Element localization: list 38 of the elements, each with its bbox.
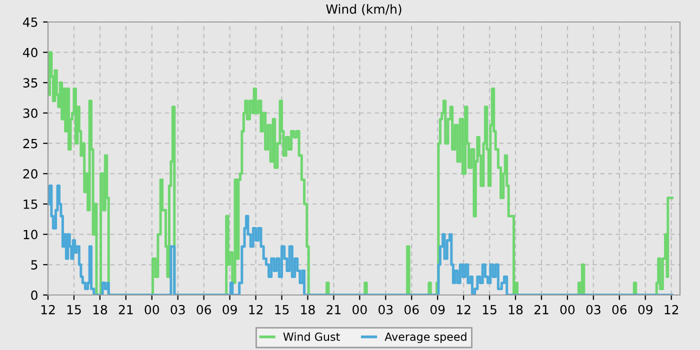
- y-tick-label: 35: [23, 78, 38, 88]
- y-tick-label: 25: [23, 138, 38, 148]
- x-tick-label: 12: [249, 304, 262, 314]
- y-tick-label: 45: [22, 18, 38, 27]
- x-tick-label: 09: [638, 304, 652, 314]
- x-tick-label: 15: [275, 305, 289, 314]
- x-tick-label: 21: [326, 304, 340, 314]
- x-tick-label: 15: [482, 305, 496, 314]
- x-tick-label: 21: [118, 304, 133, 314]
- y-tick-label: 15: [24, 200, 38, 209]
- x-tick-label: 18: [93, 304, 108, 314]
- x-tick-label: 00: [560, 304, 575, 314]
- x-tick-label: 00: [352, 304, 367, 314]
- x-tick-label: 06: [404, 304, 419, 314]
- y-tick-label: 40: [22, 48, 38, 58]
- x-tick-label: 18: [508, 304, 523, 314]
- x-tick-label: 21: [534, 304, 548, 314]
- legend-label: Wind Gust: [283, 332, 340, 341]
- x-tick-label: 06: [196, 304, 211, 314]
- y-tick-label: 5: [31, 260, 38, 270]
- x-tick-label: 09: [222, 304, 237, 314]
- x-tick-label: 03: [586, 304, 600, 314]
- x-tick-label: 12: [664, 304, 678, 314]
- x-tick-label: 15: [67, 305, 81, 314]
- legend-label: Average speed: [384, 332, 466, 344]
- x-tick-label: 03: [170, 304, 185, 314]
- y-tick-label: 20: [23, 169, 38, 179]
- chart-title: Wind (km/h): [326, 4, 402, 16]
- y-tick-label: 10: [24, 230, 38, 240]
- x-tick-label: 18: [301, 304, 315, 314]
- x-tick-label: 00: [144, 304, 160, 314]
- y-tick-label: 0: [31, 290, 38, 300]
- x-tick-label: 09: [430, 304, 445, 314]
- x-tick-label: 12: [41, 304, 55, 314]
- x-tick-label: 06: [612, 304, 627, 314]
- x-tick-label: 03: [378, 304, 393, 314]
- y-tick-label: 30: [23, 108, 38, 118]
- x-tick-label: 12: [456, 304, 470, 314]
